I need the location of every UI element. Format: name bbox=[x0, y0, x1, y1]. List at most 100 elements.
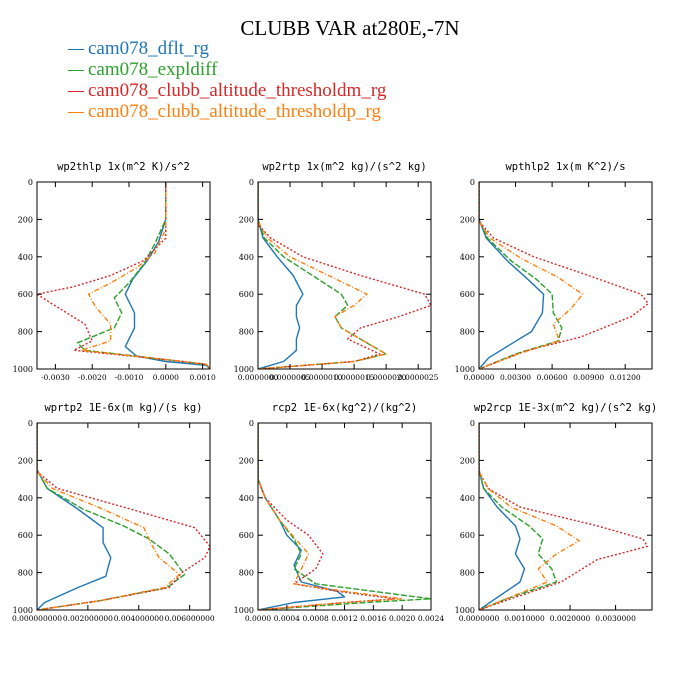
y-tick-label: 200 bbox=[460, 456, 475, 465]
series-line bbox=[258, 423, 396, 610]
y-tick-label: 200 bbox=[18, 456, 33, 465]
x-tick-label: 0.01200 bbox=[610, 373, 641, 382]
y-tick-label: 0 bbox=[28, 178, 33, 187]
series-line bbox=[37, 182, 210, 369]
chart-panel: wpthlp2 1x(m K^2)/s020040060080010000.00… bbox=[455, 161, 653, 382]
chart-panel: wp2rcp 1E-3x(m^2 kg)/(s^2 kg) 0 200 400 600 8… bbox=[455, 402, 658, 623]
panel-title: wpthlp2 1x(m K^2)/s bbox=[505, 161, 625, 173]
chart-panel: wp2rtp 1x(m^2 kg)/(s^2 kg) 0 200 400 600 800 1… bbox=[234, 161, 439, 382]
y-tick-label: 0 bbox=[470, 419, 475, 428]
y-tick-label: 1000 bbox=[455, 606, 475, 615]
x-tick-label: -0.0010 bbox=[115, 373, 144, 382]
series-line bbox=[479, 423, 580, 610]
panel-title: rcp2 1E-6x(kg^2)/(kg^2) bbox=[272, 402, 417, 414]
y-tick-label: 800 bbox=[460, 328, 475, 337]
x-tick-label: 0.0030000 bbox=[595, 614, 636, 623]
y-tick-label: 1000 bbox=[13, 606, 33, 615]
x-tick-label: 0.006000000 bbox=[165, 614, 215, 623]
legend-label: cam078_clubb_altitude_thresholdp_rg bbox=[88, 101, 382, 122]
y-tick-label: 600 bbox=[18, 290, 33, 299]
y-tick-label: 800 bbox=[239, 569, 254, 578]
series-line bbox=[37, 423, 210, 610]
x-tick-label: 0.0000025 bbox=[398, 373, 439, 382]
chart-panel: wprtp2 1E-6x(m kg)/(s kg) 0 200 400 600 800 10… bbox=[12, 402, 215, 623]
y-tick-label: 400 bbox=[460, 253, 475, 262]
x-tick-label: 0.000000000 bbox=[12, 614, 62, 623]
y-tick-label: 200 bbox=[239, 456, 254, 465]
y-tick-label: 400 bbox=[460, 494, 475, 503]
y-tick-label: 400 bbox=[239, 253, 254, 262]
y-tick-label: 800 bbox=[239, 328, 254, 337]
series-line bbox=[124, 182, 210, 369]
y-tick-label: 0 bbox=[249, 419, 254, 428]
y-tick-label: 1000 bbox=[234, 365, 254, 374]
y-tick-label: 0 bbox=[249, 178, 254, 187]
x-tick-label: 0.002000000 bbox=[63, 614, 113, 623]
series-line bbox=[479, 423, 558, 610]
plot-frame bbox=[36, 422, 211, 611]
x-tick-label: -0.0020 bbox=[78, 373, 107, 382]
plot-frame bbox=[257, 181, 432, 370]
series-line bbox=[37, 423, 181, 610]
x-tick-label: 0.0000 bbox=[245, 614, 271, 623]
series-line bbox=[258, 182, 387, 369]
panel-title: wp2rtp 1x(m^2 kg)/(s^2 kg) bbox=[262, 161, 426, 173]
x-tick-label: 0.0024 bbox=[418, 614, 444, 623]
legend-line-orange bbox=[68, 112, 84, 113]
plot-frame bbox=[478, 181, 653, 370]
plot-frame bbox=[478, 422, 653, 611]
x-tick-label: 0.00000 bbox=[463, 373, 494, 382]
x-tick-label: 0.00900 bbox=[573, 373, 604, 382]
series-line bbox=[37, 423, 186, 610]
panel-title: wp2rcp 1E-3x(m^2 kg)/(s^2 kg) bbox=[474, 402, 657, 414]
panel-title: wp2thlp 1x(m^2 K)/s^2 bbox=[57, 161, 190, 173]
y-tick-label: 600 bbox=[239, 531, 254, 540]
legend-label: cam078_clubb_altitude_thresholdm_rg bbox=[88, 80, 387, 101]
x-tick-label: -0.0030 bbox=[41, 373, 70, 382]
y-tick-label: 800 bbox=[460, 569, 475, 578]
x-tick-label: 0.0016 bbox=[360, 614, 386, 623]
legend-line-red bbox=[68, 91, 84, 92]
plot-frame bbox=[36, 181, 211, 370]
y-tick-label: 200 bbox=[460, 215, 475, 224]
series-line bbox=[80, 182, 210, 369]
x-tick-label: 0.0000000 bbox=[238, 373, 279, 382]
y-tick-label: 600 bbox=[239, 290, 254, 299]
x-tick-label: 0.0010000 bbox=[504, 614, 545, 623]
x-tick-label: 0.004000000 bbox=[114, 614, 164, 623]
series-line bbox=[479, 182, 545, 369]
series-line bbox=[258, 182, 431, 369]
y-tick-label: 200 bbox=[239, 215, 254, 224]
y-tick-label: 400 bbox=[18, 494, 33, 503]
x-tick-label: 0.0000 bbox=[153, 373, 179, 382]
y-tick-label: 400 bbox=[239, 494, 254, 503]
plot-frame bbox=[257, 422, 432, 611]
y-tick-label: 800 bbox=[18, 328, 33, 337]
panel-title: wprtp2 1E-6x(m kg)/(s kg) bbox=[44, 402, 202, 414]
series-line bbox=[479, 182, 584, 369]
x-tick-label: 0.0012 bbox=[331, 614, 357, 623]
series-line bbox=[258, 423, 431, 610]
y-tick-label: 400 bbox=[18, 253, 33, 262]
legend-label: cam078_dflt_rg bbox=[88, 38, 210, 59]
chart-panel: rcp2 1E-6x(kg^2)/(kg^2) 0 200 400 600 800 1000… bbox=[234, 402, 445, 623]
x-tick-label: 0.00600 bbox=[537, 373, 568, 382]
y-tick-label: 800 bbox=[18, 569, 33, 578]
figure-title: CLUBB VAR at280E,-7N bbox=[240, 16, 460, 40]
series-line bbox=[479, 423, 649, 610]
series-line bbox=[37, 423, 112, 610]
y-tick-label: 1000 bbox=[455, 365, 475, 374]
x-tick-label: 0.0010 bbox=[190, 373, 216, 382]
x-tick-label: 0.0020000 bbox=[550, 614, 591, 623]
y-tick-label: 0 bbox=[28, 419, 33, 428]
x-tick-label: 0.0020 bbox=[389, 614, 415, 623]
legend-line-blue bbox=[68, 49, 84, 50]
y-tick-label: 600 bbox=[460, 290, 475, 299]
series-line bbox=[479, 423, 526, 610]
series-line bbox=[258, 182, 304, 369]
series-line bbox=[479, 182, 563, 369]
y-tick-label: 200 bbox=[18, 215, 33, 224]
series-line bbox=[258, 423, 403, 610]
x-tick-label: 0.0000015 bbox=[334, 373, 375, 382]
x-tick-label: 0.0008 bbox=[303, 614, 329, 623]
